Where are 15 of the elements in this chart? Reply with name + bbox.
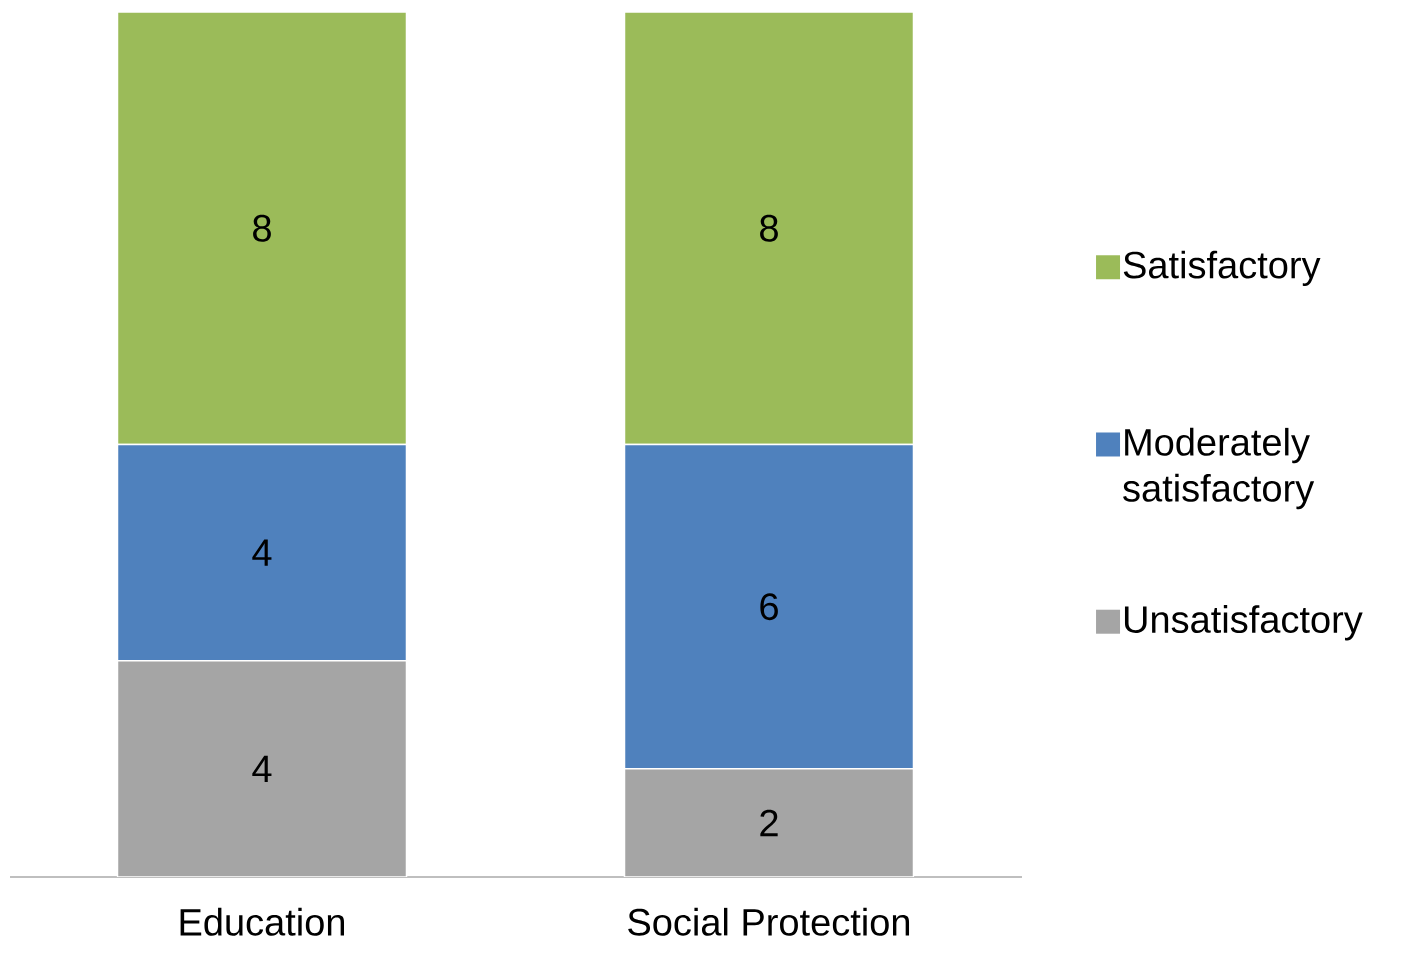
legend-label: Satisfactory	[1123, 250, 1321, 287]
data-label: 2	[760, 809, 778, 837]
legend-label: Unsatisfactory	[1124, 605, 1363, 641]
bar	[623, 11, 915, 446]
data-label: 4	[252, 539, 272, 566]
legend-label: Moderately satisfactory	[1123, 427, 1315, 510]
bar	[116, 11, 408, 446]
x-tick-label: Social Protection	[628, 907, 910, 936]
data-label: 6	[760, 593, 778, 621]
x-tick-label: Education	[180, 907, 344, 936]
bar	[116, 659, 408, 877]
data-label: 8	[760, 214, 778, 242]
data-label: 8	[253, 214, 271, 242]
data-label: 4	[252, 755, 272, 782]
bar	[623, 768, 915, 877]
